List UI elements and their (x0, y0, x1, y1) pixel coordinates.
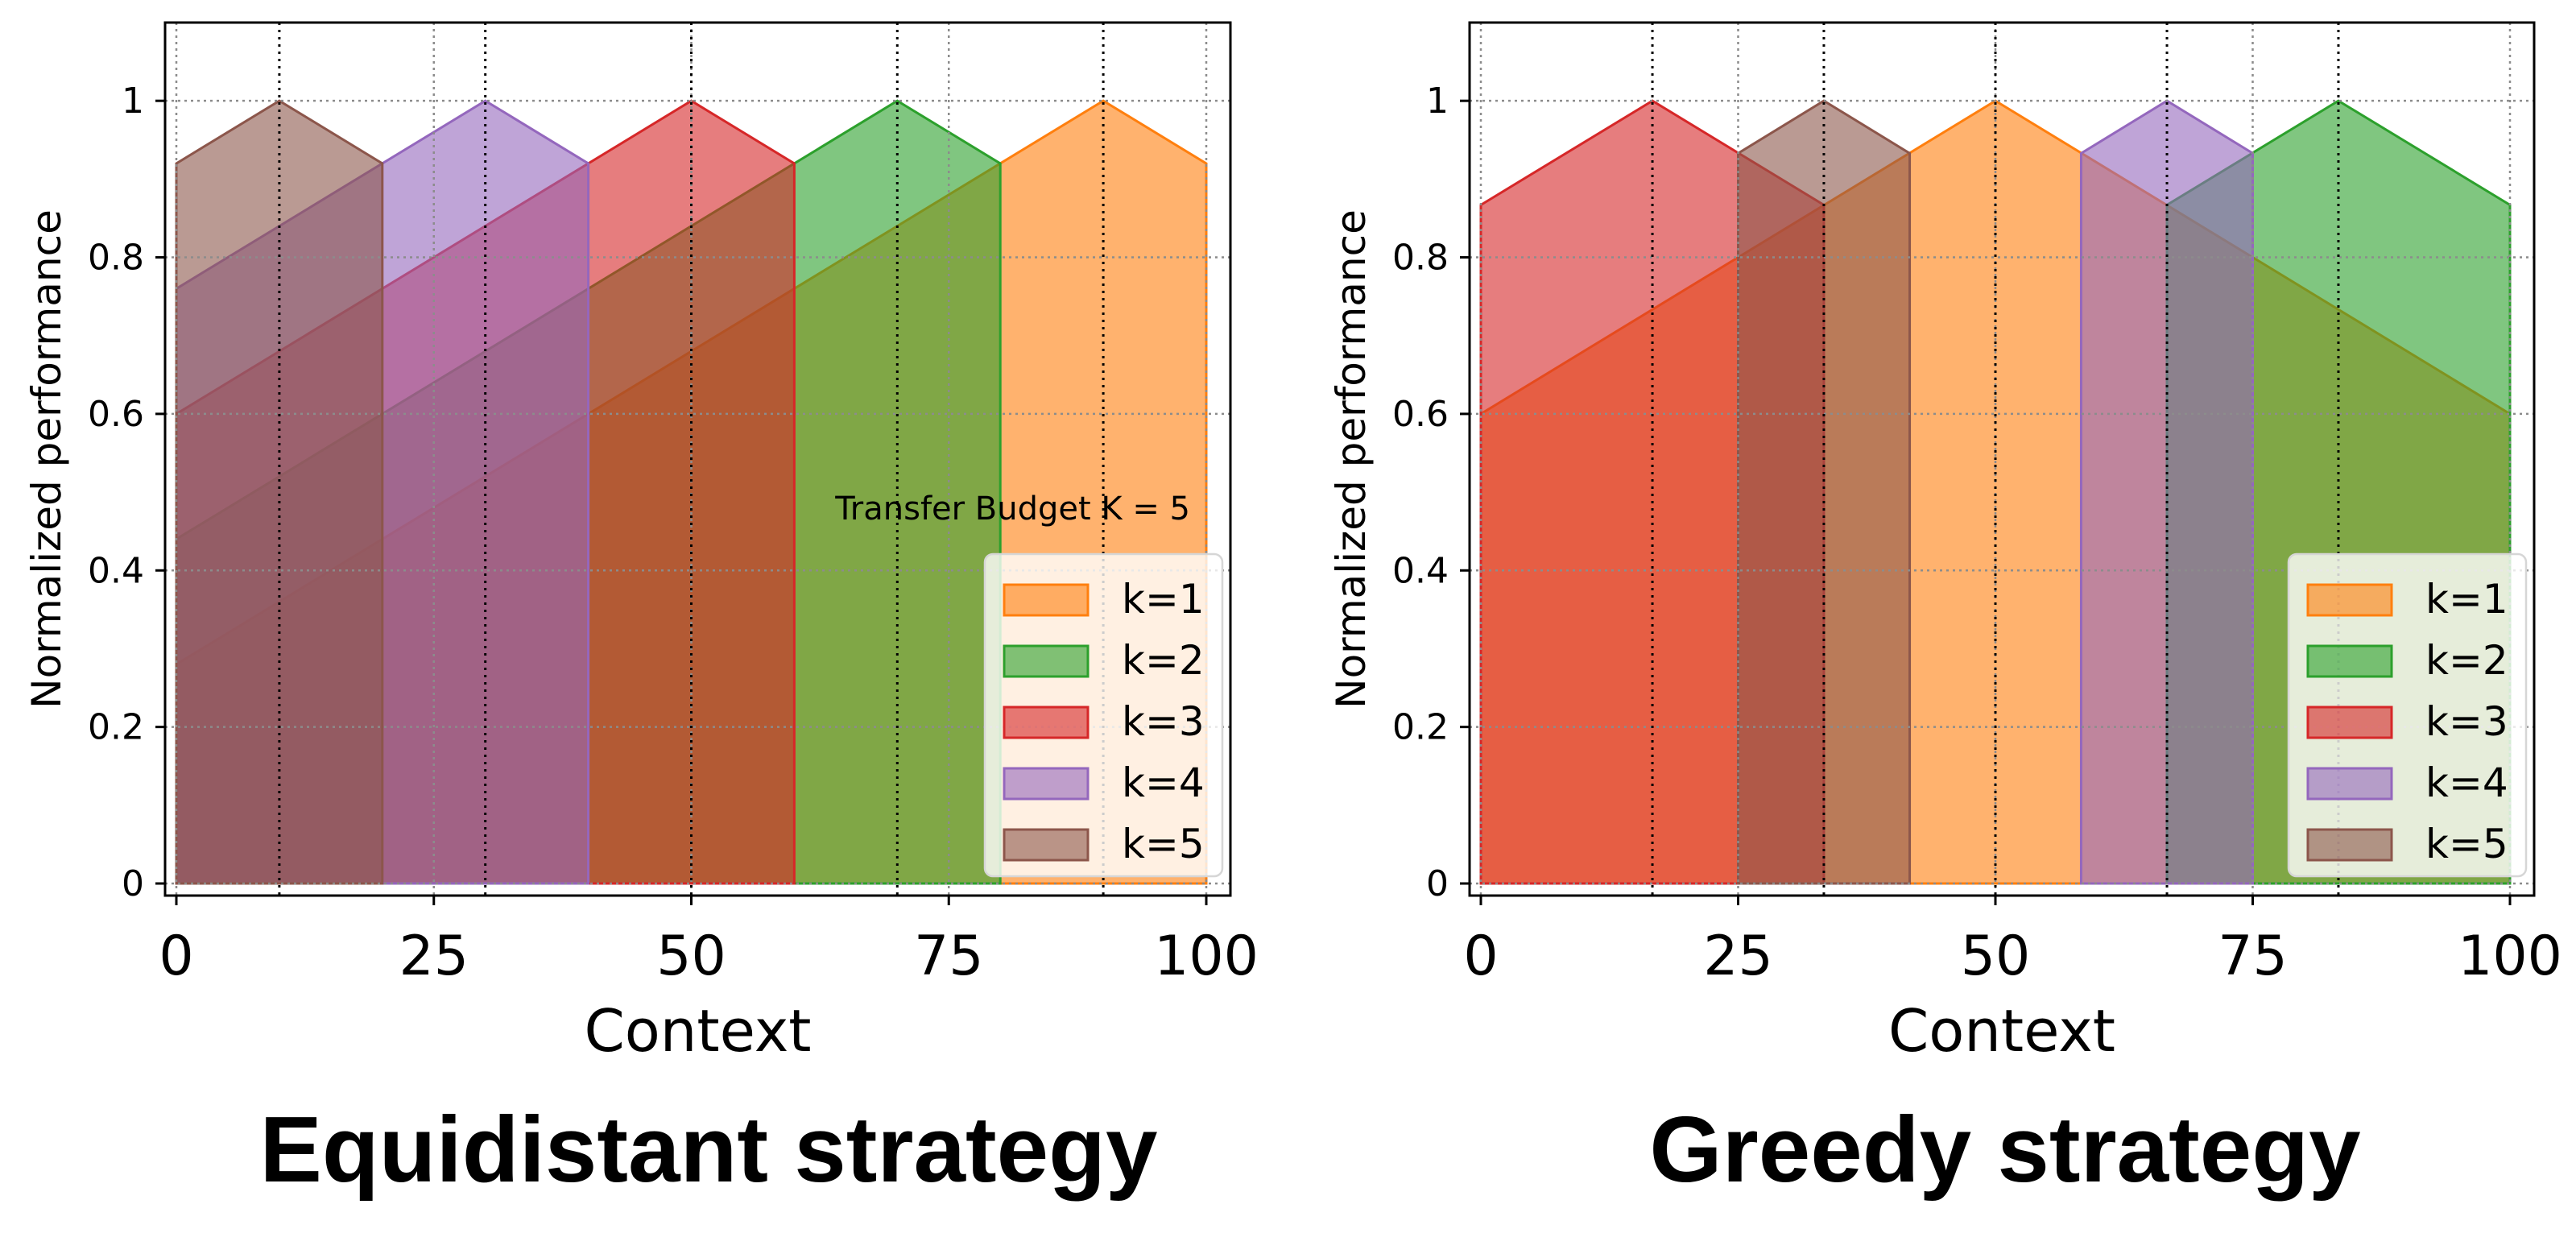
legend-label-k5: k=5 (2425, 821, 2508, 867)
x-tick-label: 50 (656, 925, 726, 988)
x-tick-label: 25 (399, 925, 469, 988)
legend-label-k2: k=2 (1122, 637, 1205, 684)
legend-swatch-k1 (2306, 583, 2393, 617)
chart-panel-2: 0 0.2 0.4 0.6 0.8 1 0 25 50 75 100 Context Normalize… (1328, 21, 2562, 1065)
legend-label-k5: k=5 (1122, 821, 1205, 867)
legend-label-k1: k=1 (1122, 576, 1205, 623)
legend-swatch-k4 (2306, 767, 2393, 801)
x-tick-label: 100 (1154, 925, 1259, 988)
legend-label-k3: k=3 (1122, 698, 1205, 745)
y-tick-label: 0 (1426, 863, 1449, 904)
y-tick-label: 0.8 (1392, 238, 1449, 279)
legend-label-k2: k=2 (2425, 637, 2508, 684)
plot-frame (163, 21, 1232, 897)
chart-panel-1: 0 0.2 0.4 0.6 0.8 1 0 25 50 75 100 Context Normalize… (23, 21, 1259, 1065)
x-axis-label: Context (1888, 997, 2115, 1065)
y-axis-label: Normalized performance (1328, 209, 1375, 709)
x-tick-label: 75 (2218, 925, 2288, 988)
x-tick-label: 75 (914, 925, 984, 988)
area-k5 (1737, 99, 1912, 885)
y-tick-label: 0.8 (88, 238, 144, 279)
y-tick-label: 0.4 (88, 550, 144, 591)
legend-swatch-k2 (1003, 644, 1090, 678)
y-tick-label: 0.6 (1392, 394, 1449, 435)
legend-swatch-k1 (1003, 583, 1090, 617)
x-axis-label: Context (584, 997, 811, 1065)
y-tick-label: 0.2 (1392, 707, 1449, 748)
legend-swatch-k3 (2306, 706, 2393, 739)
budget-annotation: Transfer Budget K = 5 (834, 490, 1190, 528)
y-tick-label: 1 (122, 81, 144, 122)
caption-greedy: Greedy strategy (1649, 1097, 2361, 1202)
legend-label-k4: k=4 (2425, 759, 2508, 806)
caption-equidistant: Equidistant strategy (259, 1097, 1158, 1202)
y-tick-label: 0 (122, 863, 144, 904)
area-k4 (2079, 99, 2254, 885)
plot-frame (1468, 21, 2536, 897)
x-tick-label: 50 (1961, 925, 2031, 988)
legend-label-k4: k=4 (1122, 759, 1205, 806)
area-k5 (175, 99, 384, 885)
legend-swatch-k3 (1003, 706, 1090, 739)
legend-swatch-k5 (1003, 828, 1090, 862)
y-tick-label: 0.4 (1392, 550, 1449, 591)
y-tick-label: 0.2 (88, 707, 144, 748)
y-axis-label: Normalized performance (23, 209, 70, 709)
legend-swatch-k4 (1003, 767, 1090, 801)
x-tick-label: 0 (159, 925, 193, 988)
legend-swatch-k2 (2306, 644, 2393, 678)
legend-label-k3: k=3 (2425, 698, 2508, 745)
x-tick-label: 100 (2458, 925, 2562, 988)
legend-swatch-k5 (2306, 828, 2393, 862)
legend-label-k1: k=1 (2425, 576, 2508, 623)
x-tick-label: 25 (1703, 925, 1773, 988)
y-tick-label: 0.6 (88, 394, 144, 435)
y-tick-label: 1 (1426, 81, 1449, 122)
x-tick-label: 0 (1463, 925, 1498, 988)
